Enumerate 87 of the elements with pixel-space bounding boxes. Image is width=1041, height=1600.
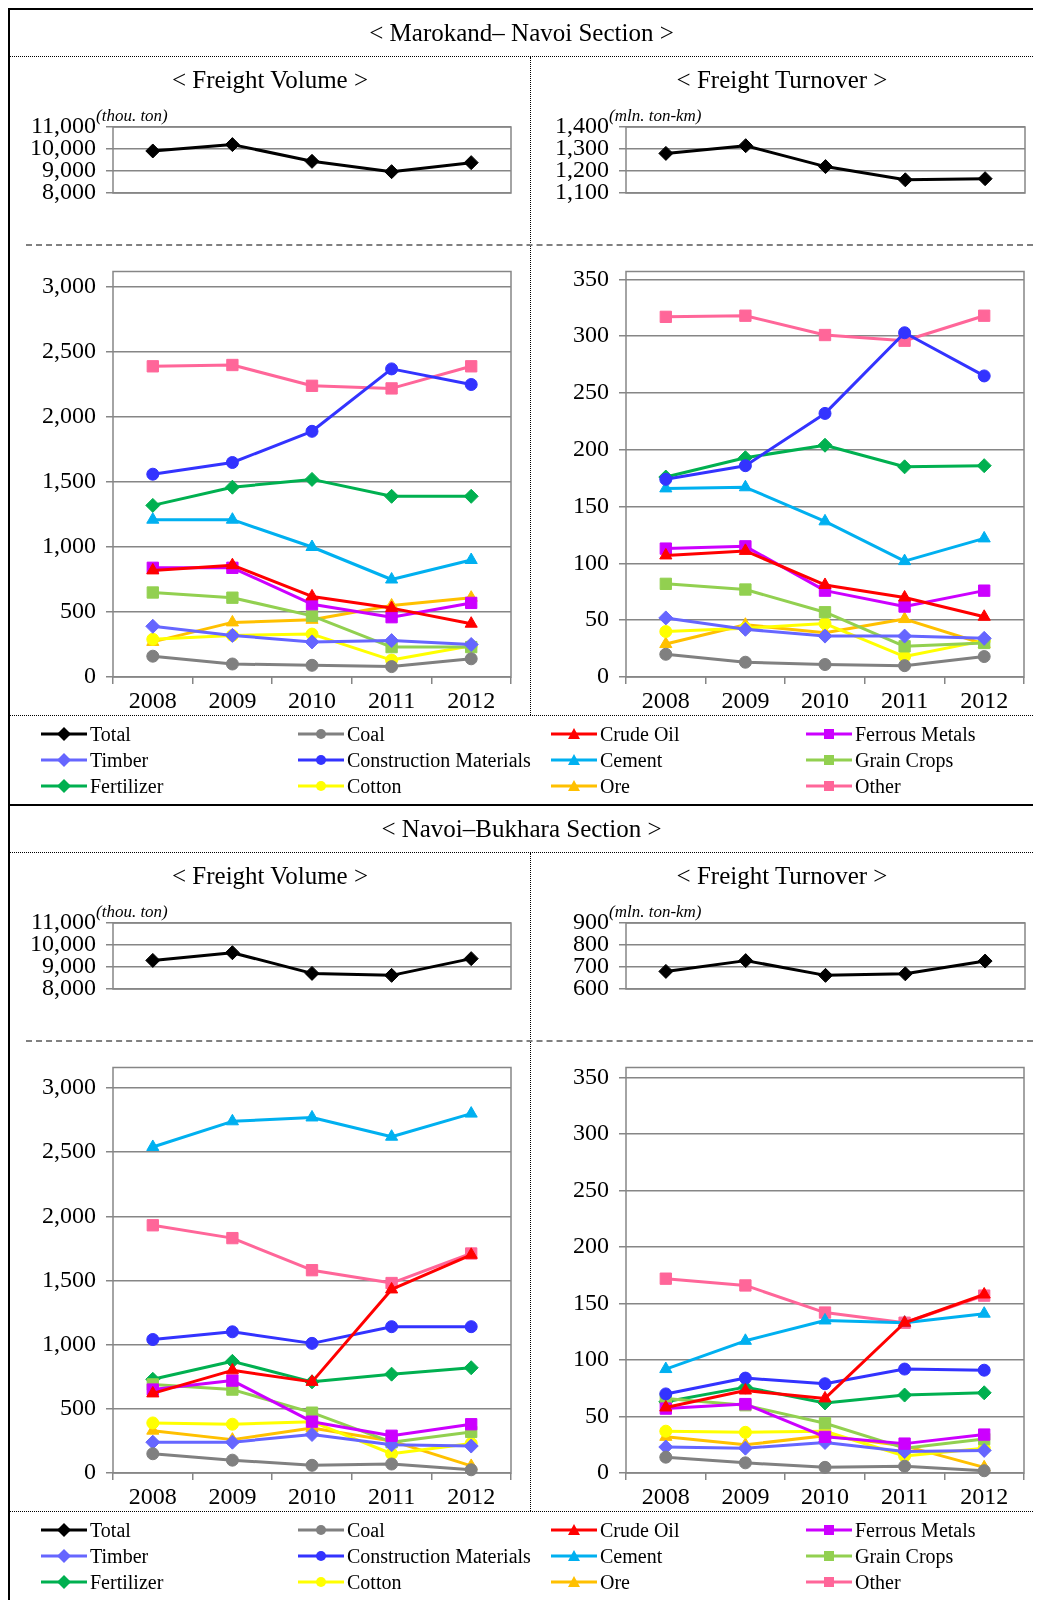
y-tick-label: 350 bbox=[573, 1062, 609, 1089]
legend-label: Other bbox=[855, 1570, 901, 1594]
chart-subtitle: < Freight Volume > bbox=[171, 65, 369, 93]
x-tick-label: 2012 bbox=[447, 686, 496, 713]
y-tick-label: 0 bbox=[597, 1458, 609, 1485]
legend-label: Fertilizer bbox=[90, 1570, 164, 1594]
y-axis-title: (thou. ton) bbox=[96, 106, 169, 125]
y-tick-label: 300 bbox=[573, 1119, 609, 1146]
y-tick-label: 50 bbox=[585, 605, 609, 632]
legend-label: Cement bbox=[600, 1544, 663, 1568]
y-tick-label: 300 bbox=[573, 321, 609, 348]
legend-label: Construction Materials bbox=[347, 748, 531, 772]
y-tick-label: 100 bbox=[573, 548, 609, 575]
legend-label: Coal bbox=[347, 1518, 385, 1542]
x-tick-label: 2008 bbox=[641, 1482, 690, 1509]
x-tick-label: 2012 bbox=[960, 686, 1009, 713]
legend-label: Total bbox=[90, 722, 131, 746]
x-tick-label: 2011 bbox=[881, 686, 929, 713]
legend-label: Coal bbox=[347, 722, 385, 746]
x-tick-label: 2010 bbox=[288, 1482, 336, 1509]
legend-label: Grain Crops bbox=[855, 1544, 954, 1568]
legend-label: Ferrous Metals bbox=[855, 1518, 976, 1542]
y-tick-label: 1,000 bbox=[42, 532, 96, 559]
x-tick-label: 2011 bbox=[368, 1482, 416, 1509]
y-tick-label: 3,000 bbox=[42, 1073, 96, 1100]
y-tick-label: 500 bbox=[60, 597, 96, 624]
x-tick-label: 2008 bbox=[128, 686, 177, 713]
legend-label: Grain Crops bbox=[855, 748, 954, 772]
y-tick-label: 150 bbox=[573, 1288, 609, 1315]
legend-label: Crude Oil bbox=[600, 1518, 680, 1542]
y-tick-label: 50 bbox=[585, 1401, 609, 1428]
legend-label: Cotton bbox=[347, 1570, 402, 1594]
legend-label: Timber bbox=[90, 748, 149, 772]
y-tick-label: 1,000 bbox=[42, 1329, 96, 1356]
y-tick-label: 2,500 bbox=[42, 337, 96, 364]
y-axis-title: (thou. ton) bbox=[96, 902, 169, 921]
y-axis-title: (mln. ton-km) bbox=[609, 106, 702, 125]
x-tick-label: 2009 bbox=[721, 686, 770, 713]
legend-label: Fertilizer bbox=[90, 774, 164, 798]
y-tick-label: 11,000 bbox=[30, 908, 96, 935]
chart-subtitle: < Freight Turnover > bbox=[676, 65, 888, 93]
x-tick-label: 2008 bbox=[641, 686, 690, 713]
y-tick-label: 250 bbox=[573, 1175, 609, 1202]
x-tick-label: 2009 bbox=[208, 1482, 257, 1509]
chart-title: < Marokand– Navoi Section > bbox=[10, 10, 1033, 57]
y-tick-label: 350 bbox=[573, 264, 609, 291]
x-tick-label: 2011 bbox=[881, 1482, 929, 1509]
y-tick-label: 500 bbox=[60, 1394, 96, 1421]
chart-subtitle: < Freight Volume > bbox=[171, 861, 369, 889]
y-tick-label: 3,000 bbox=[42, 272, 96, 299]
x-tick-label: 2012 bbox=[960, 1482, 1009, 1509]
chart-subtitle: < Freight Turnover > bbox=[676, 861, 888, 889]
x-tick-label: 2010 bbox=[801, 686, 849, 713]
legend-label: Ore bbox=[600, 1570, 630, 1594]
legend-label: Cement bbox=[600, 748, 663, 772]
x-tick-label: 2010 bbox=[288, 686, 336, 713]
x-tick-label: 2011 bbox=[368, 686, 416, 713]
y-tick-label: 2,000 bbox=[42, 1201, 96, 1228]
x-tick-label: 2009 bbox=[208, 686, 257, 713]
y-tick-label: 0 bbox=[84, 1458, 96, 1485]
y-tick-label: 200 bbox=[573, 1232, 609, 1259]
x-tick-label: 2008 bbox=[128, 1482, 177, 1509]
legend-label: Crude Oil bbox=[600, 722, 680, 746]
x-tick-label: 2010 bbox=[801, 1482, 849, 1509]
x-tick-label: 2009 bbox=[721, 1482, 770, 1509]
y-tick-label: 1,500 bbox=[42, 467, 96, 494]
y-tick-label: 2,500 bbox=[42, 1137, 96, 1164]
legend-label: Other bbox=[855, 774, 901, 798]
y-tick-label: 0 bbox=[597, 662, 609, 689]
chart-title: < Navoi–Bukhara Section > bbox=[10, 806, 1033, 853]
x-tick-label: 2012 bbox=[447, 1482, 496, 1509]
legend-label: Ferrous Metals bbox=[855, 722, 976, 746]
y-tick-label: 1,400 bbox=[555, 112, 609, 139]
legend-label: Ore bbox=[600, 774, 630, 798]
y-axis-title: (mln. ton-km) bbox=[609, 902, 702, 921]
y-tick-label: 200 bbox=[573, 435, 609, 462]
y-tick-label: 1,500 bbox=[42, 1265, 96, 1292]
y-tick-label: 250 bbox=[573, 378, 609, 405]
y-tick-label: 150 bbox=[573, 491, 609, 518]
y-tick-label: 11,000 bbox=[30, 112, 96, 139]
y-tick-label: 0 bbox=[84, 662, 96, 689]
legend-label: Total bbox=[90, 1518, 131, 1542]
y-tick-label: 100 bbox=[573, 1345, 609, 1372]
legend-label: Cotton bbox=[347, 774, 402, 798]
y-tick-label: 2,000 bbox=[42, 402, 96, 429]
legend-label: Construction Materials bbox=[347, 1544, 531, 1568]
legend-label: Timber bbox=[90, 1544, 149, 1568]
